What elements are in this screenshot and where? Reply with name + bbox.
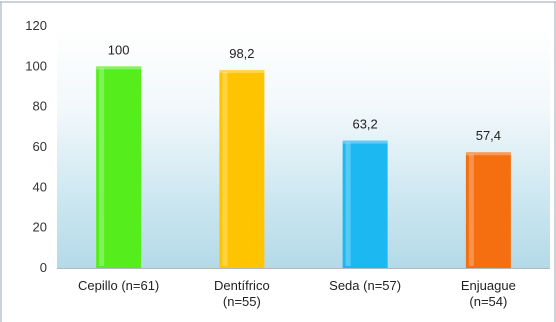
y-axis: 0 20 40 60 80 100 120: [25, 18, 47, 275]
bar: [342, 140, 388, 268]
y-tick-label: 40: [33, 179, 47, 194]
data-labels: 100 98,2 63,2 57,4: [108, 42, 501, 143]
category-label: (n=55): [223, 294, 261, 309]
y-tick-label: 20: [33, 220, 47, 235]
data-label: 57,4: [476, 128, 501, 143]
bar-top-edge: [219, 69, 265, 73]
x-axis: Cepillo (n=61) Dentífrico(n=55) Seda (n=57…: [78, 278, 516, 309]
y-tick-label: 60: [33, 139, 47, 154]
category-label: Cepillo (n=61): [78, 278, 159, 293]
category-label: Dentífrico: [214, 278, 270, 293]
bar-top-edge: [465, 152, 511, 156]
y-tick-label: 120: [25, 18, 47, 33]
bar-top-edge: [96, 66, 142, 70]
category-label: Enjuague: [461, 278, 516, 293]
category-label: Seda (n=57): [329, 278, 401, 293]
y-tick-label: 0: [40, 260, 47, 275]
bar: [96, 66, 142, 268]
bar-highlight: [222, 71, 228, 266]
data-label: 63,2: [352, 117, 377, 132]
bar: [219, 69, 265, 268]
y-tick-label: 80: [33, 99, 47, 114]
bar: [465, 152, 511, 268]
bar-highlight: [99, 68, 105, 266]
bar-highlight: [468, 154, 474, 266]
data-label: 98,2: [229, 46, 254, 61]
bar-series: [96, 66, 511, 268]
y-tick-label: 100: [25, 58, 47, 73]
bar-top-edge: [342, 140, 388, 144]
bar-highlight: [345, 142, 351, 266]
category-label: (n=54): [469, 294, 507, 309]
data-label: 100: [108, 42, 130, 57]
